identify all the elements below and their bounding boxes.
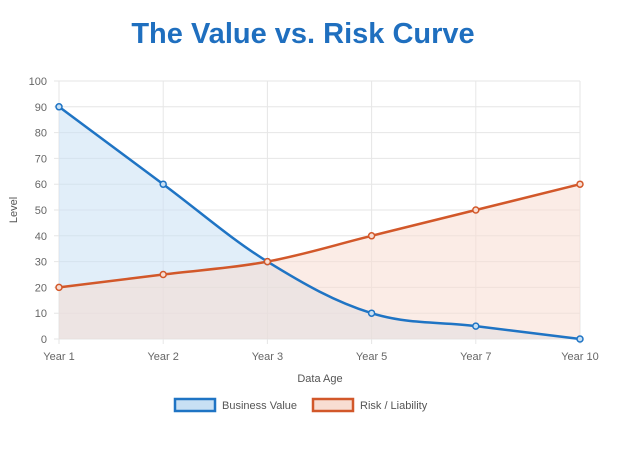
- point-risk-liability: [55, 283, 63, 292]
- chart-title: The Value vs. Risk Curve: [131, 18, 475, 50]
- x-tick-label: Year 5: [356, 351, 387, 363]
- point-risk-liability: [367, 232, 376, 240]
- point-business-value: [367, 309, 376, 317]
- point-business-value: [55, 103, 63, 111]
- legend-label: Business Value: [222, 400, 297, 412]
- x-tick-label: Year 10: [561, 351, 599, 363]
- point-business-value: [472, 322, 480, 330]
- x-tick-label: Year 2: [147, 351, 178, 363]
- y-axis-tick-labels: 0 10 20 30 40 50 60 70 80 90 100: [29, 76, 47, 346]
- y-tick-label: 70: [35, 153, 47, 165]
- y-tick-label: 40: [35, 231, 47, 243]
- legend[interactable]: Business Value Risk / Liability: [173, 397, 428, 413]
- y-tick-label: 0: [41, 334, 47, 346]
- y-tick-label: 20: [35, 282, 47, 294]
- legend-item-business-value[interactable]: Business Value: [173, 397, 297, 413]
- x-tick-label: Year 7: [460, 351, 491, 363]
- legend-swatch: [311, 397, 355, 413]
- y-tick-label: 90: [35, 102, 47, 114]
- series-lines: [58, 105, 581, 341]
- x-axis-tick-labels: Year 1 Year 2 Year 3 Year 5 Year 7 Year 10: [43, 351, 598, 363]
- y-tick-label: 50: [35, 205, 47, 217]
- point-business-value: [159, 180, 167, 188]
- y-tick-label: 100: [29, 76, 47, 88]
- y-tick-label: 60: [35, 179, 47, 191]
- y-axis-title: Level: [8, 197, 20, 223]
- data-points: [55, 103, 584, 343]
- legend-swatch: [173, 397, 217, 413]
- y-tick-label: 30: [35, 257, 47, 269]
- line-business-value: [58, 105, 581, 341]
- area-fills: [59, 106, 580, 339]
- point-risk-liability: [576, 180, 584, 188]
- area-risk-liability: [59, 184, 580, 339]
- line-risk-liability: [58, 182, 581, 289]
- x-tick-label: Year 3: [252, 351, 283, 363]
- legend-label: Risk / Liability: [360, 400, 428, 412]
- point-risk-liability: [472, 206, 480, 214]
- y-tick-label: 80: [35, 128, 47, 140]
- point-risk-liability: [159, 270, 167, 279]
- x-tick-label: Year 1: [43, 351, 74, 363]
- y-tick-label: 10: [35, 308, 47, 320]
- legend-item-risk-liability[interactable]: Risk / Liability: [311, 397, 428, 413]
- point-business-value: [576, 335, 584, 343]
- point-risk-liability: [263, 257, 272, 266]
- x-axis-title: Data Age: [297, 373, 342, 385]
